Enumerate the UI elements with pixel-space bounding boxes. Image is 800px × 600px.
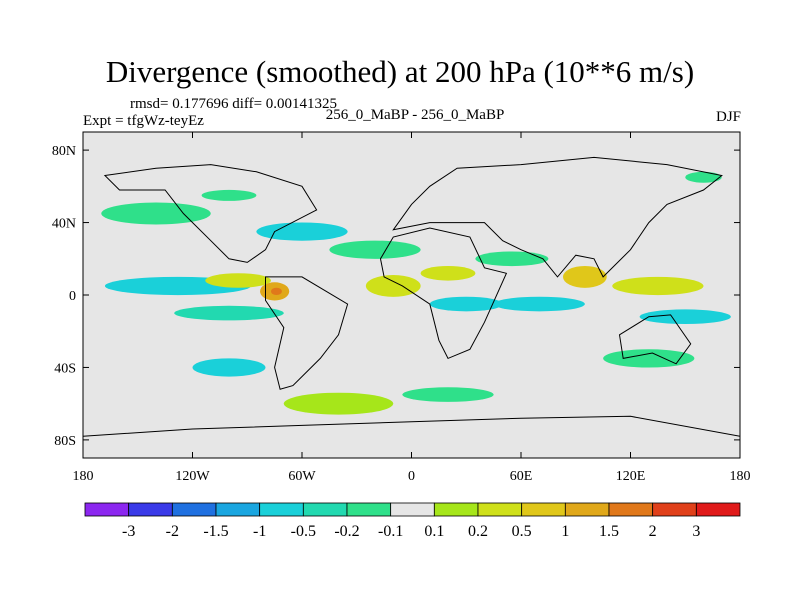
colorbar-label: 1.5 <box>599 523 619 540</box>
colorbar: -3 -2 -1.5 -1 -0.5 -0.2 -0.1 0.1 0.2 0.5 1 1.5 2 3 <box>84 502 741 540</box>
colorbar-swatch <box>390 502 435 517</box>
x-tick-label: 120E <box>616 469 646 484</box>
rmsd-label: rmsd= 0.177696 diff= 0.00141325 <box>130 96 338 112</box>
feature-green-high-north <box>201 189 257 201</box>
coastline-south-america <box>265 276 349 390</box>
colorbar-swatch <box>564 502 610 517</box>
feature-subtropical-green-band <box>174 305 284 321</box>
feature-cyan-west-pacific <box>639 309 731 325</box>
colorbar-swatch <box>259 502 304 517</box>
colorbar-swatch <box>171 502 217 517</box>
feature-cyan-south-america <box>192 358 266 377</box>
coastline-africa <box>379 227 508 360</box>
feature-green-indian <box>475 251 549 267</box>
colorbar-label: 0.2 <box>468 523 488 540</box>
y-tick-label: 40N <box>52 217 76 232</box>
colorbar-label: -0.1 <box>378 523 403 540</box>
colorbar-label: -3 <box>122 523 135 540</box>
colorbar-label: -0.5 <box>291 523 316 540</box>
colorbar-swatch <box>608 502 654 517</box>
colorbar-swatch <box>652 502 697 517</box>
colorbar-swatch <box>302 502 348 517</box>
x-tick-label: 180 <box>730 469 751 484</box>
experiment-label: Expt = tfgWz-teyEz <box>83 113 204 129</box>
feature-yellow-africa <box>420 265 476 281</box>
season-label: DJF <box>715 109 741 125</box>
coastline-antarctica <box>83 415 740 458</box>
y-tick-label: 80N <box>52 144 76 159</box>
x-tick-label: 0 <box>408 469 415 484</box>
map-background <box>83 132 740 458</box>
colorbar-swatch <box>346 502 392 517</box>
feature-mid-lat-green-north <box>101 202 211 225</box>
y-tick-label: 40S <box>54 361 76 376</box>
colorbar-label: 3 <box>692 523 700 540</box>
colorbar-swatch <box>215 502 261 517</box>
coastline-eurasia <box>392 156 723 278</box>
y-tick-label: 80S <box>54 434 76 449</box>
colorbar-label: -2 <box>166 523 179 540</box>
colorbar-label: 0.1 <box>424 523 444 540</box>
colorbar-swatch <box>477 502 523 517</box>
case-label: 256_0_MaBP - 256_0_MaBP <box>325 107 505 123</box>
feature-yellow-west-pacific <box>612 276 704 296</box>
coastline-north-america <box>103 164 318 263</box>
coastline-australia <box>618 314 692 365</box>
feature-yellow-blob-west <box>205 273 271 288</box>
x-tick-label: 60W <box>288 469 316 484</box>
colorbar-label: 0.5 <box>512 523 532 540</box>
coastlines <box>83 156 740 458</box>
colorbar-label: -1.5 <box>203 523 228 540</box>
y-tick-label: 0 <box>69 289 76 304</box>
colorbar-swatch <box>695 502 741 517</box>
divergence-features <box>101 171 731 415</box>
feature-green-south-pacific <box>603 349 695 368</box>
feature-yellow-atlantic <box>365 274 421 297</box>
feature-green-southern-ocean <box>283 392 394 415</box>
colorbar-label: -1 <box>253 523 266 540</box>
colorbar-label: 2 <box>649 523 657 540</box>
feature-cyan-indian <box>493 296 585 312</box>
colorbar-swatch <box>433 502 479 517</box>
x-tick-label: 60E <box>510 469 533 484</box>
x-tick-label: 180 <box>73 469 94 484</box>
colorbar-swatch <box>128 502 173 517</box>
feature-cyan-north-pacific <box>256 222 348 241</box>
feature-green-arctic <box>685 171 722 183</box>
feature-green-south-atlantic <box>402 387 494 402</box>
x-axis-ticks: 180 120W 60W 0 60E 120E 180 <box>73 132 751 484</box>
chart-title: Divergence (smoothed) at 200 hPa (10**6 … <box>105 54 695 89</box>
colorbar-swatch <box>84 502 130 517</box>
feature-orange-asia <box>562 265 607 288</box>
feature-green-atlantic <box>329 240 421 259</box>
y-axis-ticks: 80N 40N 0 40S 80S <box>52 144 740 449</box>
colorbar-swatch <box>521 502 566 517</box>
feature-cyan-africa <box>429 296 503 312</box>
feature-red-divergence-core <box>270 287 282 296</box>
colorbar-label: -0.2 <box>334 523 359 540</box>
x-tick-label: 120W <box>175 469 210 484</box>
colorbar-label: 1 <box>561 523 569 540</box>
